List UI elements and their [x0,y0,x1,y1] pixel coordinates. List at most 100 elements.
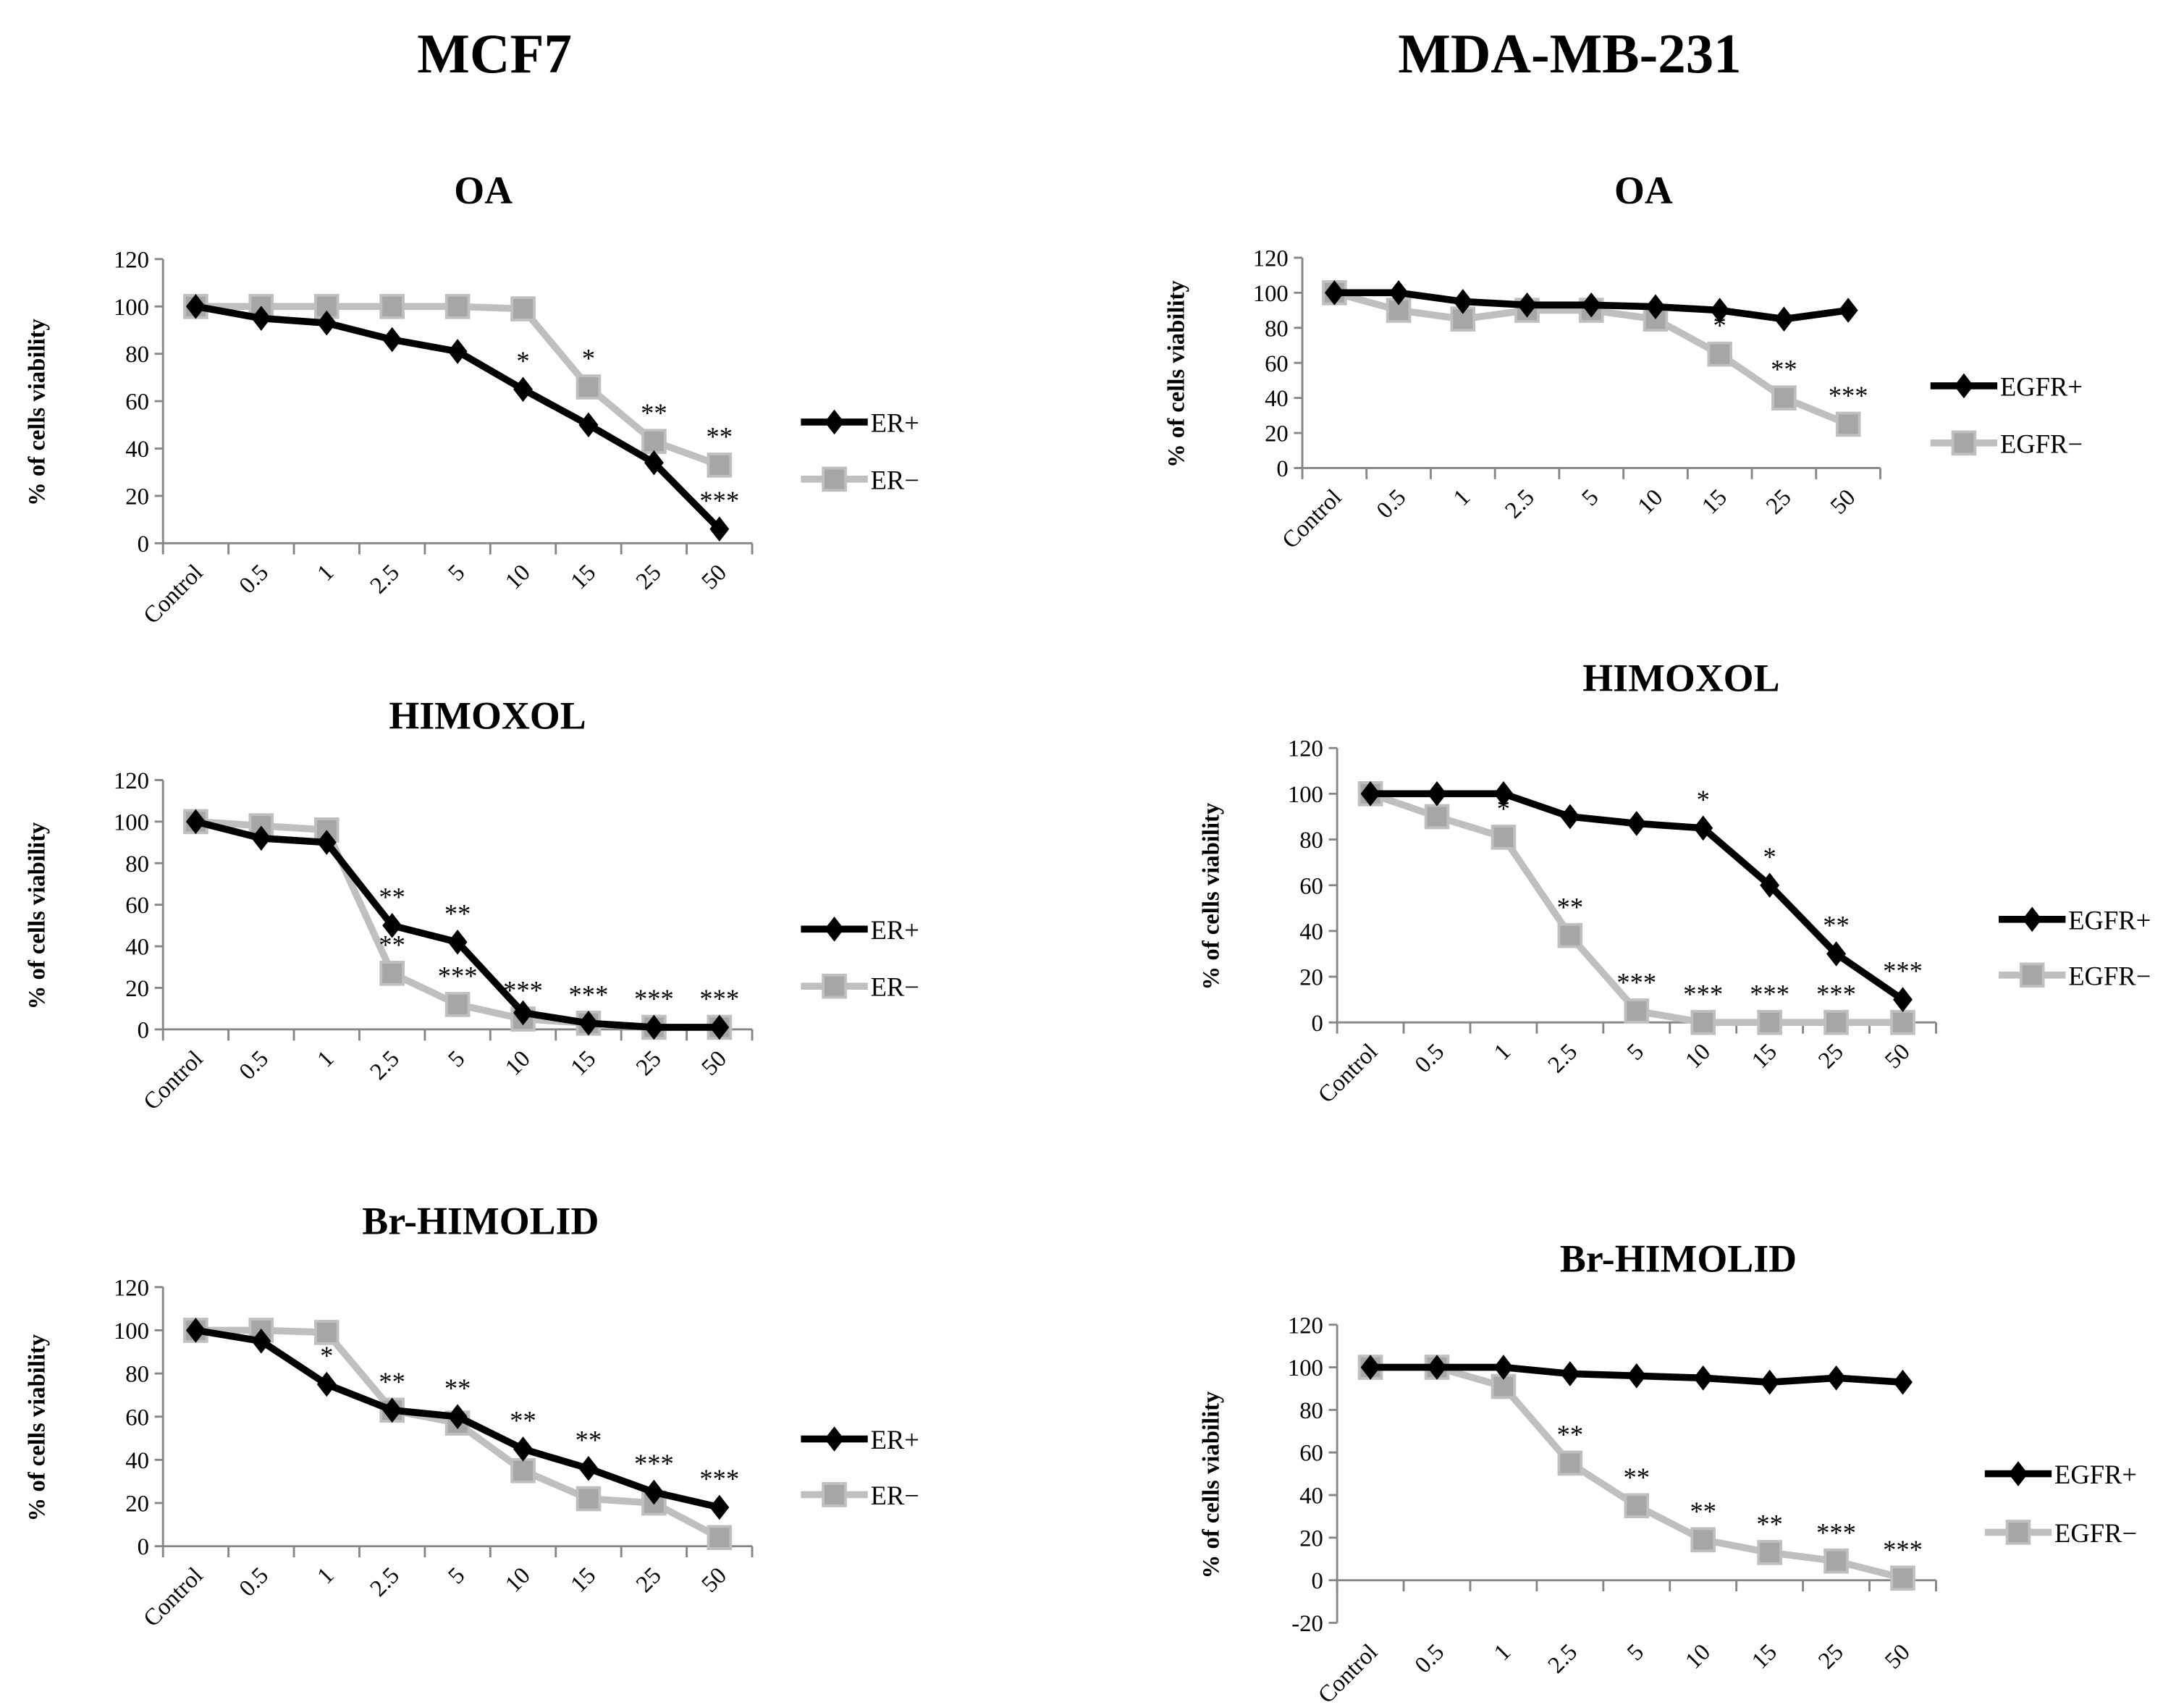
data-point-positive [709,1014,730,1040]
legend-marker [822,973,847,999]
significance-label: ** [1771,355,1797,384]
significance-label: *** [569,980,609,1009]
x-tick-label: 1 [1449,484,1475,511]
data-point-negative [575,1486,602,1512]
chart-title: Br-HIMOLID [1560,1237,1797,1281]
x-tick-label: 2.5 [366,1045,405,1085]
legend-marker [822,1482,847,1507]
y-axis-label: % of cells viability [25,1334,51,1521]
x-tick-label: 15 [566,1562,602,1598]
significance-label: *** [438,961,478,990]
data-point-positive [1760,872,1780,898]
y-tick-label: 100 [114,1318,149,1344]
significance-label: ** [1756,1509,1783,1538]
chart-1: HIMOXOL 0 20 40 60 80 100 120 Control 0.5 1 2.5 5 10 1… [25,694,919,1115]
data-point-positive [1627,1363,1647,1389]
data-point-negative [1491,825,1517,850]
x-tick-label: 50 [1880,1639,1915,1675]
legend-label: EGFR+ [2054,1460,2137,1489]
data-point-positive [1427,781,1447,807]
legend-marker [825,1426,845,1452]
significance-label: * [320,1341,333,1371]
data-point-negative [1557,1450,1583,1476]
y-tick-label: 100 [114,809,149,835]
significance-label: *** [699,1464,739,1494]
data-point-negative [1624,998,1650,1024]
significance-label: *** [1816,979,1856,1009]
data-point-negative [1757,1009,1782,1035]
significance-label: ** [1823,911,1850,940]
y-tick-label: 0 [138,1017,149,1043]
y-axis-label: % of cells viability [1163,280,1189,468]
data-point-negative [379,961,405,986]
significance-label: * [1497,793,1510,823]
x-tick-label: Control [139,1045,208,1115]
x-tick-label: 0.5 [235,1562,274,1601]
x-tick-label: 2.5 [1543,1039,1582,1078]
x-tick-label: 5 [443,560,470,586]
data-point-positive [447,1404,468,1430]
x-tick-label: 2.5 [366,1562,405,1601]
x-tick-label: 50 [1880,1039,1915,1074]
significance-label: * [1713,311,1726,340]
y-tick-label: 60 [1265,351,1289,377]
legend-marker [825,409,845,435]
legend-label: ER− [871,972,919,1002]
y-tick-label: 80 [1265,316,1289,342]
significance-label: ** [444,898,471,928]
chart-4: HIMOXOL 0 20 40 60 80 100 120 Control 0.5 1 2.5 5 10 1… [1199,656,2151,1108]
data-point-negative [1624,1493,1650,1519]
y-tick-label: 40 [1299,919,1323,945]
chart-title: OA [1614,169,1673,212]
y-tick-label: 20 [125,1491,149,1517]
y-tick-label: 60 [125,893,149,919]
significance-label: * [1697,785,1710,814]
y-tick-label: 100 [1253,281,1289,307]
significance-label: *** [1683,979,1723,1009]
y-tick-label: 0 [1312,1568,1323,1594]
legend-marker [1954,373,1974,399]
data-point-negative [1757,1540,1782,1565]
data-point-positive [1826,941,1847,967]
x-tick-label: 1 [312,560,339,586]
y-tick-label: 60 [125,390,149,416]
data-point-positive [1645,294,1666,320]
series-line-negative [195,303,721,468]
x-tick-label: 50 [696,1045,732,1081]
x-tick-label: 0.5 [1410,1039,1449,1078]
y-tick-label: 60 [1299,873,1323,899]
significance-label: ** [575,1425,602,1454]
x-tick-label: 15 [566,1045,602,1081]
x-tick-label: Control [1277,484,1346,554]
significance-label: *** [1883,1535,1923,1565]
legend-label: EGFR− [2054,1518,2137,1548]
y-tick-label: 120 [1253,245,1289,271]
data-point-positive [1427,1355,1447,1380]
data-point-negative [1424,804,1450,830]
y-tick-label: 120 [1288,1313,1323,1339]
x-tick-label: 2.5 [1543,1639,1582,1678]
x-tick-label: 15 [566,560,602,595]
x-tick-label: 1 [1489,1039,1516,1066]
data-point-positive [316,830,337,855]
significance-label: ** [641,398,667,428]
data-point-negative [444,293,471,319]
significance-label: *** [1829,381,1868,411]
data-point-negative [1835,411,1861,437]
significance-label: *** [634,984,674,1014]
x-tick-label: Control [1313,1039,1383,1108]
x-tick-label: 10 [1680,1639,1716,1675]
data-point-positive [578,412,599,438]
data-point-negative [1890,1565,1915,1591]
x-tick-label: 50 [696,560,732,595]
y-tick-label: 100 [1288,782,1323,808]
x-tick-label: 25 [1761,484,1797,520]
data-point-positive [709,1494,730,1520]
x-tick-label: 10 [500,1045,536,1081]
data-point-positive [513,1000,534,1026]
y-tick-label: 120 [114,768,149,794]
data-point-negative [510,1457,536,1483]
legend-label: ER+ [871,408,919,437]
x-tick-label: 10 [500,1562,536,1598]
